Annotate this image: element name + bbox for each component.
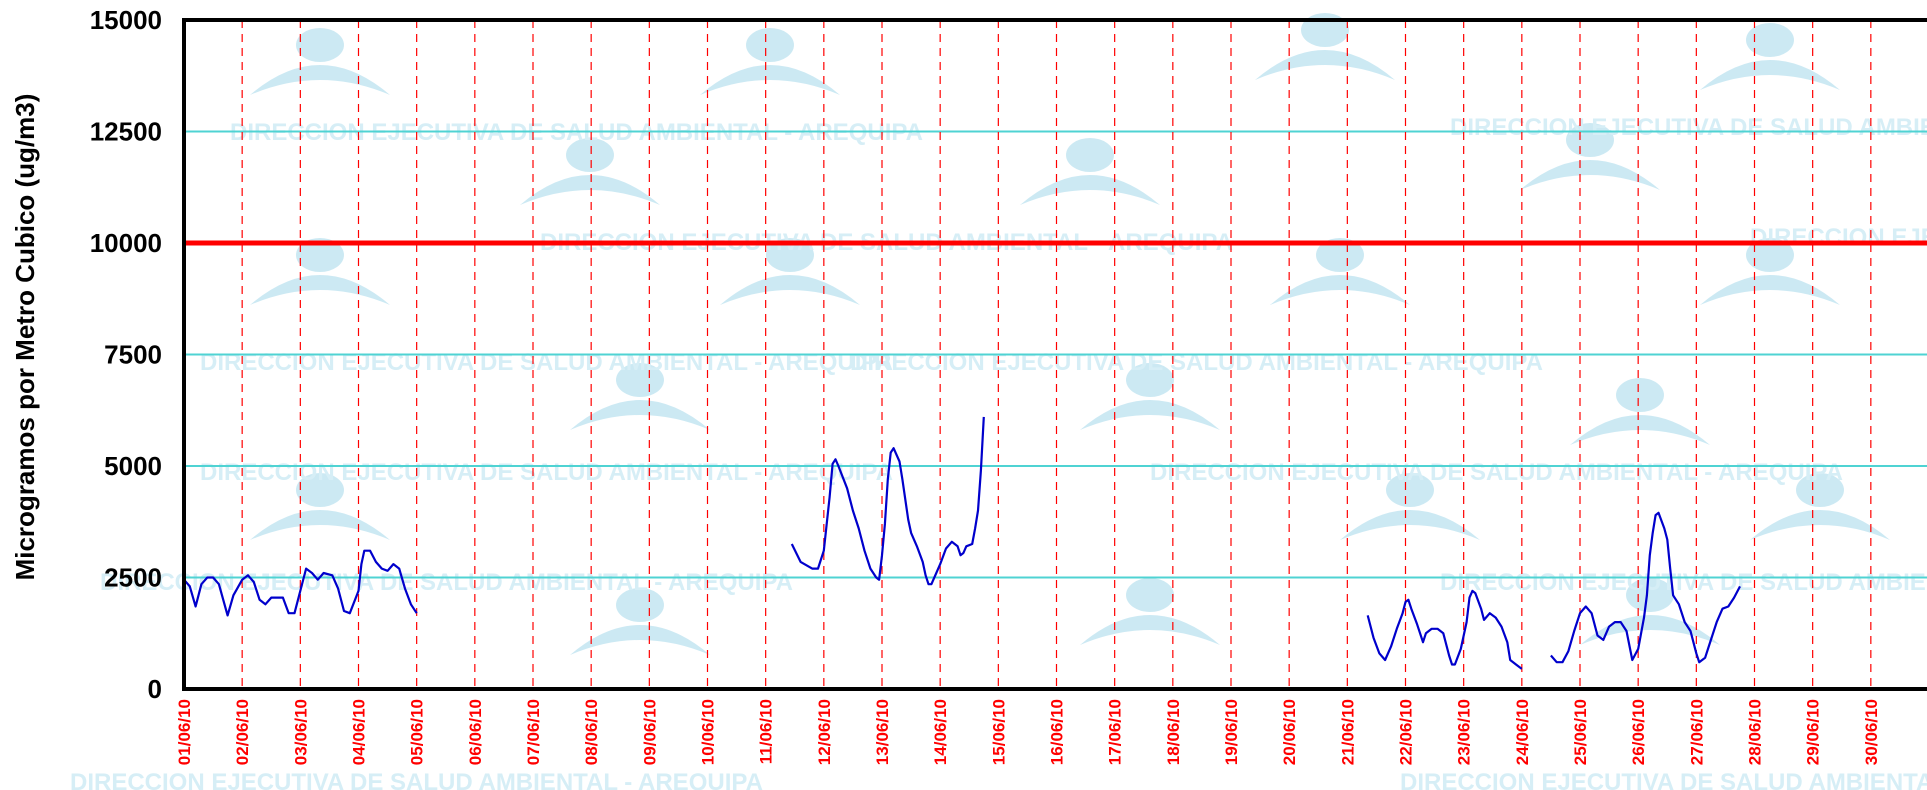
series-line-segment: [183, 549, 418, 617]
x-tick-label: 01/06/10: [175, 699, 194, 765]
x-tick-label: 17/06/10: [1106, 699, 1125, 765]
y-tick-label: 0: [148, 674, 162, 704]
series-layer: [183, 416, 1741, 670]
watermark-text: DIRECCION EJECUTIVA DE SALUD AMBIENTAL -…: [70, 769, 763, 790]
watermark-logo-icon: [250, 473, 390, 540]
watermark-logo-icon: [570, 588, 710, 655]
series-line-segment: [1550, 511, 1741, 664]
watermark-logo-icon: [1080, 363, 1220, 430]
watermark-logo-icon: [520, 138, 660, 205]
watermark-text: DIRECCION EJECUTIVA DE SALUD AMBIENTAL -…: [200, 349, 893, 376]
x-tick-label: 25/06/10: [1571, 699, 1590, 765]
watermark-logo-icon: [1700, 23, 1840, 90]
watermark-text: DIRECCION EJECUTIVA DE SALUD AMBIENTAL -…: [1440, 569, 1927, 596]
y-tick-label: 12500: [90, 117, 162, 147]
watermark-logo-icon: [1020, 138, 1160, 205]
x-tick-label: 16/06/10: [1048, 699, 1067, 765]
x-tick-label: 07/06/10: [524, 699, 543, 765]
y-tick-label: 5000: [104, 451, 162, 481]
x-tick-label: 09/06/10: [640, 699, 659, 765]
x-tick-label: 08/06/10: [582, 699, 601, 765]
watermark-logo-icon: [1080, 578, 1220, 645]
y-axis-label: Microgramos por Metro Cubico (ug/m3): [10, 94, 40, 581]
watermark-logo-icon: [250, 28, 390, 95]
watermark-logo-icon: [700, 28, 840, 95]
x-tick-label: 05/06/10: [408, 699, 427, 765]
y-tick-label: 2500: [104, 563, 162, 593]
watermark-logo-icon: [1255, 13, 1395, 80]
watermark-text: DIRECCION EJECUTIVA DE SALUD AMBIENTAL -…: [1400, 769, 1927, 790]
watermark-text: DIRECCION EJECUTIVA DE SALUD AMBIENTAL -…: [1150, 459, 1843, 486]
watermark: DIRECCION EJECUTIVA DE SALUD AMBIENTAL -…: [70, 13, 1927, 790]
watermark-logo-icon: [1700, 238, 1840, 305]
watermark-text: DIRECCION EJECUTIVA DE SALUD AMBIENTAL -…: [1750, 224, 1927, 251]
x-tick-label: 28/06/10: [1746, 699, 1765, 765]
watermark-logo-icon: [1570, 378, 1710, 445]
x-tick-label: 10/06/10: [699, 699, 718, 765]
watermark-logo-icon: [1270, 238, 1410, 305]
x-tick-label: 02/06/10: [233, 699, 252, 765]
x-tick-label: 13/06/10: [873, 699, 892, 765]
y-axis-ticks: 0 2500 5000 7500 10000 12500 15000: [90, 5, 162, 704]
watermark-logo-icon: [570, 363, 710, 430]
y-tick-label: 10000: [90, 228, 162, 258]
x-tick-label: 19/06/10: [1222, 699, 1241, 765]
y-tick-label: 15000: [90, 5, 162, 35]
x-tick-label: 21/06/10: [1338, 699, 1357, 765]
watermark-logo-icon: [720, 238, 860, 305]
series-line-segment: [790, 416, 985, 586]
x-tick-label: 11/06/10: [757, 699, 776, 764]
x-tick-label: 15/06/10: [989, 699, 1008, 765]
watermark-text: DIRECCION EJECUTIVA DE SALUD AMBIENTAL -…: [200, 459, 893, 486]
x-tick-label: 06/06/10: [466, 699, 485, 765]
plot-frame: [182, 18, 1927, 691]
x-tick-label: 14/06/10: [931, 699, 950, 765]
x-tick-label: 24/06/10: [1513, 699, 1532, 765]
x-tick-label: 03/06/10: [291, 699, 310, 765]
x-tick-label: 12/06/10: [815, 699, 834, 765]
watermark-text: DIRECCION EJECUTIVA DE SALUD AMBIENTAL -…: [1450, 114, 1927, 141]
x-tick-label: 29/06/10: [1804, 699, 1823, 765]
y-tick-label: 7500: [104, 340, 162, 370]
watermark-logo-icon: [250, 238, 390, 305]
x-axis-ticks: 01/06/10 02/06/10 03/06/10 04/06/10 05/06/10…: [175, 699, 1881, 765]
x-tick-label: 23/06/10: [1455, 699, 1474, 765]
watermark-text: DIRECCION EJECUTIVA DE SALUD AMBIENTAL -…: [100, 569, 793, 596]
series-line-segment: [1366, 589, 1523, 670]
x-tick-label: 18/06/10: [1164, 699, 1183, 765]
watermark-logo-icon: [1340, 473, 1480, 540]
x-tick-label: 30/06/10: [1862, 699, 1881, 765]
watermark-logo-icon: [1750, 473, 1890, 540]
x-tick-label: 04/06/10: [350, 699, 369, 765]
x-tick-label: 20/06/10: [1280, 699, 1299, 765]
x-tick-label: 27/06/10: [1687, 699, 1706, 765]
x-tick-label: 22/06/10: [1397, 699, 1416, 765]
x-tick-label: 26/06/10: [1629, 699, 1648, 765]
watermark-text: DIRECCION EJECUTIVA DE SALUD AMBIENTAL -…: [850, 349, 1543, 376]
